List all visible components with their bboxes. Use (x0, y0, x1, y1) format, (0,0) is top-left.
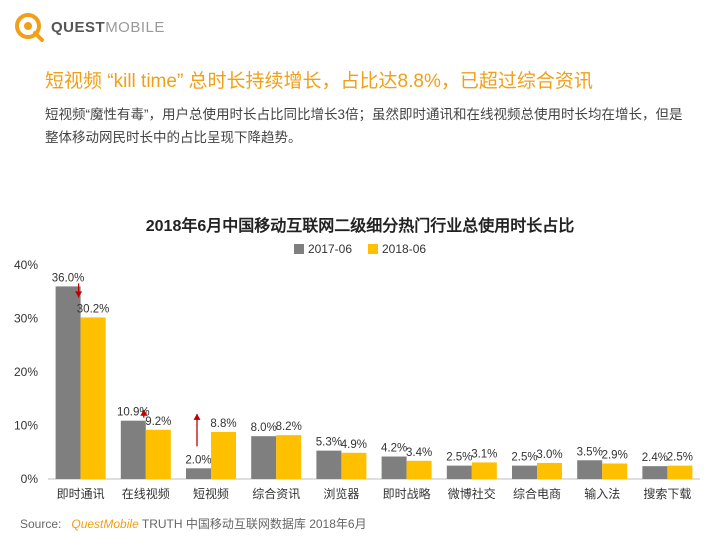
source-line: Source: QuestMobile TRUTH 中国移动互联网数据库 201… (20, 515, 367, 532)
legend-swatch-2018 (368, 244, 378, 254)
bar (341, 452, 367, 479)
data-label: 4.2% (381, 443, 407, 455)
x-tick-label: 综合电商 (513, 486, 561, 501)
x-tick-label: 微博社交 (448, 486, 496, 501)
bar (471, 462, 497, 479)
bar (145, 429, 171, 479)
logo-text: QUESTMOBILE (51, 18, 165, 36)
bar (211, 431, 236, 479)
x-tick-label: 搜索下载 (643, 486, 691, 501)
bar (537, 462, 562, 479)
chart-title: 2018年6月中国移动互联网二级细分热门行业总使用时长占比 (145, 218, 575, 235)
bar (276, 435, 302, 479)
summary-text: 短视频“魔性有毒”，用户总使用时长占比同比增长3倍；虽然即时通讯和在线视频总使用… (45, 107, 683, 145)
x-tick-label: 短视频 (193, 486, 229, 501)
bar (381, 456, 407, 479)
data-label: 2.5% (446, 452, 472, 464)
y-tick-label: 30% (14, 312, 38, 326)
x-tick-label: 即时战略 (383, 486, 431, 501)
data-label: 8.2% (276, 421, 302, 433)
bar (642, 466, 668, 479)
legend-item-2018: 2018-06 (368, 242, 426, 256)
data-label: 3.5% (577, 446, 603, 458)
legend-swatch-2017 (293, 244, 304, 254)
change-arrow-head (193, 413, 201, 420)
bar (251, 436, 277, 479)
questmobile-logo-icon (15, 13, 44, 42)
data-label: 2.5% (511, 452, 537, 464)
legend-item-2017: 2017-06 (293, 242, 352, 256)
y-tick-label: 20% (14, 365, 38, 379)
legend-label-2018: 2018-06 (382, 242, 427, 256)
bar (120, 420, 146, 479)
x-tick-label: 即时通讯 (57, 487, 105, 501)
legend-label-2017: 2017-06 (307, 242, 352, 256)
bar (667, 465, 693, 479)
data-label: 3.1% (471, 448, 497, 460)
bar (186, 468, 211, 479)
data-label: 2.0% (185, 454, 211, 466)
y-tick-label: 10% (14, 419, 38, 433)
headline: 短视频 “kill time” 总时长持续增长，占比达8.8%，已超过综合资讯 (45, 71, 593, 92)
chart-legend: 2017-06 2018-06 (0, 242, 720, 256)
data-label: 30.2% (77, 303, 110, 315)
bar (80, 317, 106, 479)
logo: QUESTMOBILE (14, 12, 165, 42)
bar (55, 286, 81, 479)
change-arrow-head (75, 291, 83, 298)
source-label: Source: (20, 517, 62, 531)
data-label: 3.0% (536, 449, 562, 461)
data-label: 4.9% (341, 439, 367, 451)
data-label: 2.5% (667, 452, 693, 464)
x-tick-label: 浏览器 (323, 486, 359, 501)
data-label: 3.4% (406, 447, 432, 459)
data-label: 5.3% (316, 437, 342, 449)
data-label: 8.0% (251, 422, 277, 434)
x-tick-label: 在线视频 (122, 486, 170, 501)
bar (602, 463, 628, 479)
bar (406, 460, 432, 479)
data-label: 2.4% (642, 452, 668, 464)
y-tick-label: 40% (14, 258, 38, 272)
source-brand: QuestMobile (71, 517, 139, 531)
bar (446, 465, 472, 479)
bar (316, 450, 342, 479)
data-label: 8.8% (210, 418, 236, 430)
change-arrow-head (140, 409, 148, 416)
data-label: 9.2% (145, 416, 171, 428)
y-tick-label: 0% (21, 472, 39, 486)
data-label: 2.9% (602, 449, 628, 461)
x-tick-label: 综合资讯 (252, 486, 300, 501)
x-tick-label: 输入法 (584, 486, 620, 501)
source-text: TRUTH 中国移动互联网数据库 2018年6月 (141, 517, 367, 531)
bar (512, 465, 537, 479)
bar (577, 460, 603, 479)
data-label: 36.0% (52, 272, 85, 284)
